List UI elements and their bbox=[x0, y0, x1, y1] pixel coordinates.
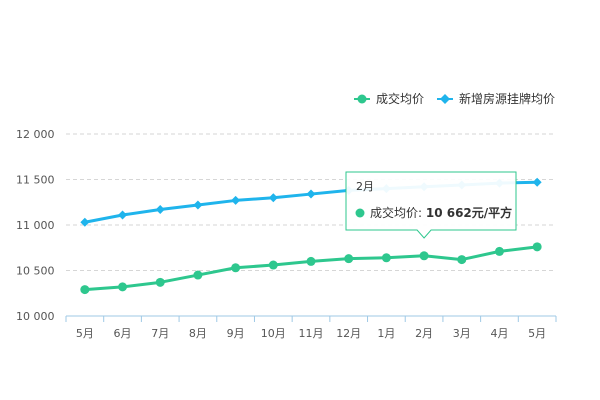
x-tick-label: 5月 bbox=[528, 327, 546, 340]
tooltip-value: 10 662元/平方 bbox=[426, 205, 512, 220]
legend-listing-marker bbox=[440, 94, 450, 104]
legend-deal-marker bbox=[357, 94, 367, 104]
tooltip-box bbox=[345, 171, 517, 239]
tooltip-series-label: 成交均价: 10 662元/平方 bbox=[370, 205, 512, 220]
x-tick-label: 8月 bbox=[189, 327, 207, 340]
listing-price-point bbox=[155, 205, 165, 215]
x-tick-label: 6月 bbox=[114, 327, 132, 340]
x-tick-label: 7月 bbox=[151, 327, 169, 340]
deal-price-line bbox=[83, 245, 539, 292]
deal-price-point bbox=[268, 260, 278, 270]
deal-price-point bbox=[193, 270, 203, 280]
listing-price-point bbox=[231, 195, 241, 205]
x-tick-label: 11月 bbox=[299, 327, 324, 340]
listing-price-point bbox=[268, 193, 278, 203]
x-tick-label: 2月 bbox=[415, 327, 433, 340]
tooltip-marker bbox=[355, 208, 365, 218]
deal-price-point bbox=[381, 253, 391, 263]
x-tick-label: 10月 bbox=[261, 327, 286, 340]
x-tick-label: 5月 bbox=[76, 327, 94, 340]
y-tick-label: 11 500 bbox=[16, 174, 55, 187]
legend: 成交均价 新增房源挂牌均价 bbox=[354, 91, 555, 106]
legend-listing-label: 新增房源挂牌均价 bbox=[459, 91, 555, 106]
deal-price-point bbox=[118, 282, 128, 292]
tooltip-category: 2月 bbox=[356, 180, 374, 193]
deal-price-point bbox=[494, 246, 504, 256]
deal-price-point bbox=[80, 285, 90, 295]
deal-price-point bbox=[457, 255, 467, 265]
listing-price-point bbox=[306, 189, 316, 199]
listing-price-point bbox=[118, 210, 128, 220]
axes: 10 000 10 500 11 000 11 500 12 000 5月 6月 7月 8月 9月… bbox=[16, 128, 557, 340]
deal-price-point bbox=[231, 263, 241, 273]
deal-price-point bbox=[155, 277, 165, 287]
y-tick-label: 10 500 bbox=[16, 265, 55, 278]
x-tick-label: 4月 bbox=[490, 327, 508, 340]
deal-price-point bbox=[419, 251, 429, 261]
y-tick-label: 12 000 bbox=[16, 128, 55, 141]
deal-price-point bbox=[306, 256, 316, 266]
listing-price-point bbox=[80, 217, 90, 227]
deal-price-point bbox=[532, 242, 542, 252]
deal-price-point bbox=[344, 254, 354, 264]
x-tick-label: 1月 bbox=[377, 327, 395, 340]
y-tick-label: 11 000 bbox=[16, 219, 55, 232]
x-tick-label: 12月 bbox=[336, 327, 361, 340]
listing-price-point bbox=[532, 177, 542, 187]
y-tick-label: 10 000 bbox=[16, 310, 55, 323]
x-tick-label: 3月 bbox=[453, 327, 471, 340]
x-tick-label: 9月 bbox=[227, 327, 245, 340]
listing-price-point bbox=[193, 200, 203, 210]
legend-deal-label: 成交均价 bbox=[376, 91, 424, 106]
